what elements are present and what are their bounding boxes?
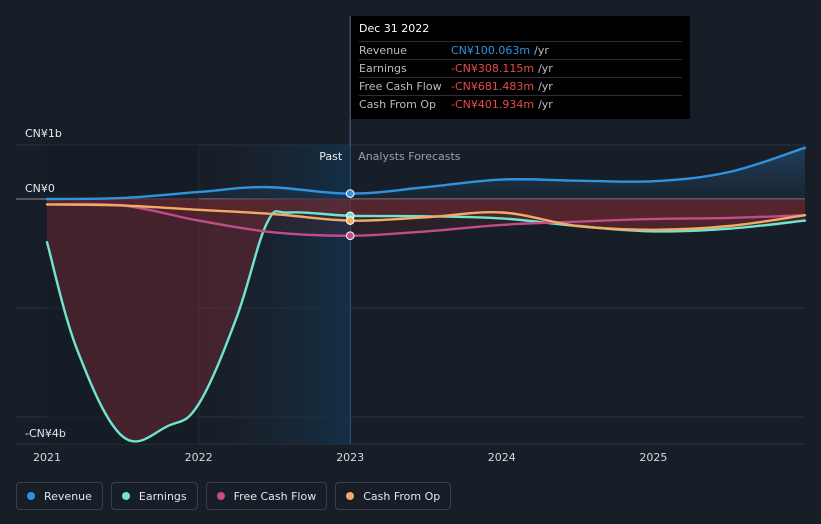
legend-label: Revenue [44, 489, 92, 503]
series-lines [45, 146, 807, 443]
tooltip-unit: /yr [538, 98, 553, 111]
marker-cash-from-op [345, 216, 355, 225]
series-area [47, 199, 805, 230]
tooltip-value: -CN¥681.483m [451, 80, 535, 93]
financial-chart: CN¥1b CN¥0 -CN¥4b 2021 2022 2023 2024 2025 Past A… [16, 16, 807, 464]
legend-dot-icon [27, 492, 35, 500]
tooltip: Dec 31 2022 Revenue CN¥100.063m /yr Earn… [351, 16, 690, 119]
hover-markers [345, 189, 355, 241]
legend-label: Free Cash Flow [233, 489, 317, 503]
y-axis-label: CN¥0 [25, 182, 55, 195]
x-tick-label: 2022 [185, 451, 213, 464]
legend-item-revenue[interactable]: Revenue [16, 482, 103, 510]
tooltip-label: Cash From Op [359, 98, 437, 111]
tooltip-row-free-cash-flow: Free Cash Flow -CN¥681.483m /yr [359, 77, 682, 95]
legend-item-earnings[interactable]: Earnings [110, 482, 198, 510]
legend-dot-icon [121, 492, 130, 500]
series-line-free-cash-flow [45, 202, 807, 237]
tooltip-label: Earnings [359, 62, 407, 75]
revenue-area [47, 147, 805, 199]
tooltip-row-cash-from-op: Cash From Op -CN¥401.934m /yr [359, 95, 682, 113]
x-tick-label: 2025 [639, 451, 667, 464]
series-line-cash-from-op [45, 203, 807, 231]
y-axis-label: -CN¥4b [25, 427, 66, 440]
tooltip-row-earnings: Earnings -CN¥308.115m /yr [359, 59, 682, 77]
tooltip-label: Free Cash Flow [359, 80, 442, 93]
earnings-area [47, 199, 805, 442]
legend: Revenue Earnings Free Cash Flow Cash Fro… [16, 482, 452, 510]
tooltip-label: Revenue [359, 44, 407, 57]
axis-labels: CN¥1b CN¥0 -CN¥4b 2021 2022 2023 2024 2025 Past A… [25, 127, 667, 464]
tooltip-value: -CN¥308.115m [451, 62, 535, 75]
marker-free-cash-flow [345, 231, 355, 241]
tooltip-unit: /yr [538, 62, 553, 75]
legend-dot-icon [346, 492, 355, 500]
tooltip-value: -CN¥401.934m [451, 98, 535, 111]
tooltip-value: CN¥100.063m [451, 44, 531, 57]
tooltip-unit: /yr [534, 44, 549, 57]
tooltip-unit: /yr [538, 80, 553, 93]
tooltip-row-revenue: Revenue CN¥100.063m /yr [359, 41, 682, 59]
legend-item-cash-from-op[interactable]: Cash From Op [335, 482, 452, 510]
x-tick-label: 2023 [336, 451, 364, 464]
forecast-label: Analysts Forecasts [358, 150, 461, 163]
legend-label: Cash From Op [363, 489, 441, 503]
past-label: Past [319, 150, 343, 163]
tooltip-title: Dec 31 2022 [359, 22, 430, 35]
legend-dot-icon [216, 492, 225, 500]
x-tick-label: 2021 [33, 451, 61, 464]
x-tick-label: 2024 [488, 451, 516, 464]
series-line-revenue [45, 146, 807, 201]
legend-item-free-cash-flow[interactable]: Free Cash Flow [205, 482, 328, 510]
y-axis-label: CN¥1b [25, 127, 62, 140]
legend-label: Earnings [138, 489, 187, 503]
marker-revenue [345, 189, 355, 198]
